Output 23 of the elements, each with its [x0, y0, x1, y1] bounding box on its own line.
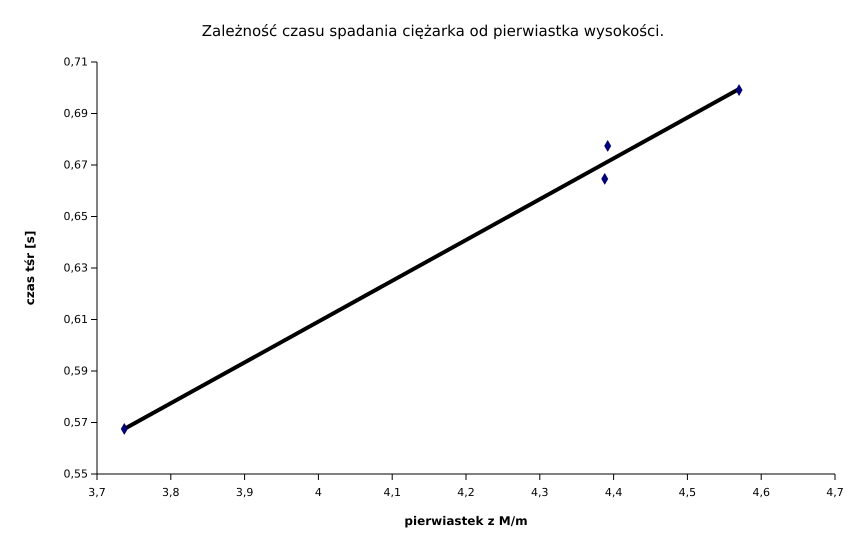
x-axis-title: pierwiastek z M/m [404, 514, 528, 528]
x-tick-label: 4,4 [604, 486, 622, 500]
y-axis-title: czas tśr [s] [23, 230, 37, 306]
y-tick-label: 0,55 [64, 468, 88, 481]
x-tick-label: 4,1 [383, 486, 401, 500]
y-tick-label: 0,71 [64, 56, 88, 69]
x-tick-label: 3,7 [88, 486, 106, 500]
x-tick-label: 3,9 [236, 486, 254, 500]
x-tick-label: 4,5 [678, 486, 696, 500]
y-tick-label: 0,63 [64, 262, 88, 275]
x-tick-label: 4,7 [826, 486, 844, 500]
y-tick-label: 0,57 [64, 416, 88, 430]
x-tick-label: 3,8 [162, 486, 180, 500]
chart-title: Zależność czasu spadania ciężarka od pierwiastka wysokości. [202, 22, 664, 40]
y-tick-label: 0,67 [64, 158, 88, 172]
y-tick-label: 0,61 [64, 313, 88, 326]
y-tick-label: 0,65 [64, 210, 88, 224]
x-tick-label: 4,6 [752, 486, 770, 500]
x-tick-label: 4,2 [457, 486, 475, 500]
x-tick-label: 4 [314, 486, 322, 500]
y-tick-label: 0,69 [64, 107, 88, 120]
x-tick-label: 4,3 [531, 486, 549, 500]
y-tick-label: 0,59 [64, 364, 88, 378]
